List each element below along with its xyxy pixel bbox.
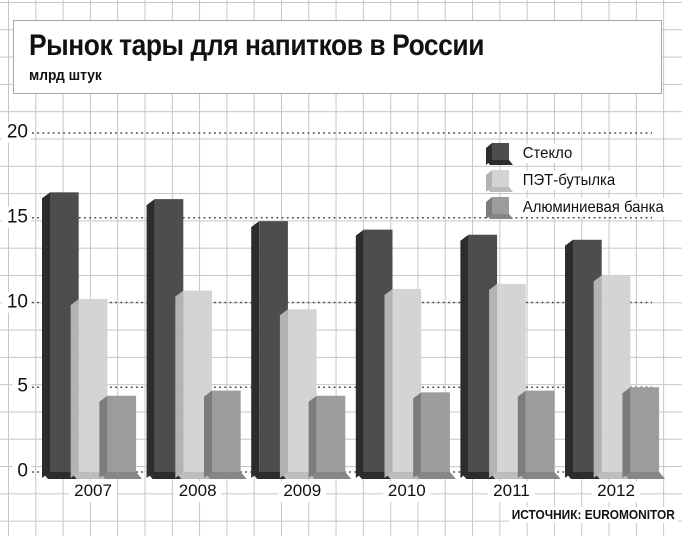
bar-Алюминиевая банка-2010-front-face	[421, 392, 450, 472]
legend-cube-ПЭТ-бутылка-side-face	[486, 170, 492, 192]
x-tick-label-2010: 2010	[382, 481, 431, 502]
units-label: млрд штук	[29, 67, 102, 84]
bar-Стекло-2009-side-face	[251, 221, 260, 478]
y-tick-label-15: 15	[1, 206, 31, 228]
bar-Алюминиевая банка-2011-front-face	[525, 390, 555, 472]
bar-Алюминиевая банка-2008-front-face	[212, 390, 241, 472]
legend-cube-Стекло-front-face	[492, 143, 509, 160]
chart-title: Рынок тары для напитков в России	[29, 29, 484, 62]
y-tick-label-10: 10	[1, 291, 31, 313]
title-box: Рынок тары для напитков в России млрд шт…	[13, 20, 662, 94]
bar-Стекло-2007-side-face	[42, 192, 50, 478]
x-tick-label-2007: 2007	[69, 481, 117, 502]
legend-label-ПЭТ-бутылка: ПЭТ-бутылка	[520, 170, 618, 191]
bar-Стекло-2011-side-face	[460, 234, 469, 478]
legend-cube-Стекло-side-face	[486, 143, 492, 165]
bar-Алюминиевая банка-2011-side-face	[517, 390, 526, 478]
bar-Алюминиевая банка-2009-side-face	[308, 395, 317, 478]
bar-Алюминиевая банка-2007-side-face	[99, 395, 108, 478]
bar-Алюминиевая банка-2009-bottom-face	[308, 472, 352, 479]
bar-Алюминиевая банка-2012-front-face	[630, 387, 660, 472]
x-tick-label-2008: 2008	[173, 481, 222, 502]
bar-ПЭТ-бутылка-2012-side-face	[593, 275, 602, 478]
legend-cube-Алюминиевая банка-side-face	[486, 197, 492, 219]
bar-Алюминиевая банка-2012-side-face	[622, 387, 631, 478]
bar-Алюминиевая банка-2012-bottom-face	[622, 472, 666, 479]
bar-ПЭТ-бутылка-2007-side-face	[70, 299, 79, 478]
bar-Алюминиевая банка-2008-bottom-face	[204, 472, 247, 479]
y-tick-label-0: 0	[12, 460, 31, 482]
y-tick-label-20: 20	[1, 121, 31, 143]
x-tick-label-2012: 2012	[592, 481, 640, 502]
bar-ПЭТ-бутылка-2009-side-face	[279, 309, 288, 478]
bar-Алюминиевая банка-2009-front-face	[316, 395, 346, 472]
bar-Алюминиевая банка-2008-side-face	[204, 390, 212, 478]
bar-Алюминиевая банка-2007-front-face	[107, 395, 137, 472]
y-tick-label-5: 5	[12, 375, 31, 397]
x-tick-label-2011: 2011	[488, 481, 535, 502]
bar-Стекло-2008-side-face	[146, 199, 155, 479]
bar-Алюминиевая банка-2010-side-face	[413, 392, 422, 478]
x-tick-label-2009: 2009	[278, 481, 327, 502]
bar-Алюминиевая банка-2010-bottom-face	[413, 472, 456, 479]
bar-ПЭТ-бутылка-2010-side-face	[384, 288, 393, 478]
bar-ПЭТ-бутылка-2011-side-face	[489, 283, 498, 478]
bar-Алюминиевая банка-2011-bottom-face	[517, 472, 561, 479]
bar-Алюминиевая банка-2007-bottom-face	[99, 472, 143, 479]
legend-cube-ПЭТ-бутылка-bottom-face	[486, 187, 513, 192]
legend-cube-Стекло-bottom-face	[486, 160, 513, 165]
legend-cube-ПЭТ-бутылка-front-face	[492, 170, 509, 187]
bar-Стекло-2012-side-face	[565, 239, 573, 478]
source-label: ИСТОЧНИК: EUROMONITOR	[509, 507, 678, 523]
bar-ПЭТ-бутылка-2008-side-face	[175, 290, 184, 478]
bar-Стекло-2010-side-face	[355, 229, 364, 478]
legend-cube-Алюминиевая банка-front-face	[492, 197, 509, 214]
legend-label-Алюминиевая банка: Алюминиевая банка	[520, 197, 667, 218]
legend-cube-Алюминиевая банка-bottom-face	[486, 214, 513, 219]
legend-label-Стекло: Стекло	[520, 143, 576, 164]
